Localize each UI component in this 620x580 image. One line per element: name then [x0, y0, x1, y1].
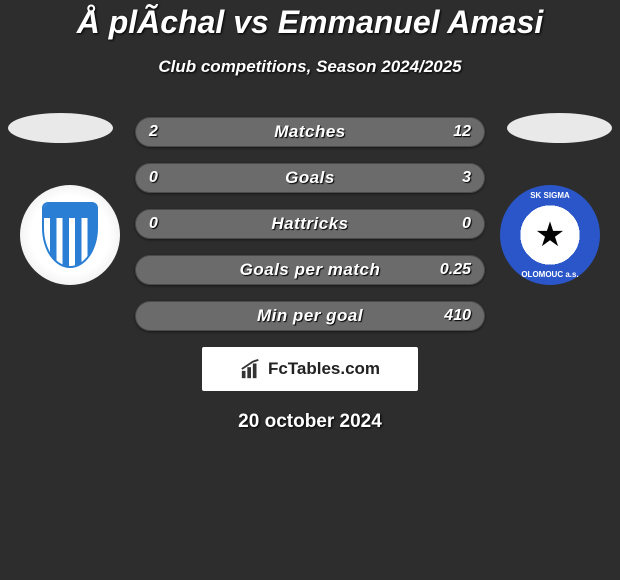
stat-right-value: 12	[453, 117, 471, 147]
page-subtitle: Club competitions, Season 2024/2025	[0, 57, 620, 77]
badge-ring-bottom: OLOMOUC a.s.	[500, 185, 600, 285]
bar-chart-icon	[240, 358, 262, 380]
stat-label: Hattricks	[135, 209, 485, 239]
stat-right-value: 3	[462, 163, 471, 193]
stat-label: Min per goal	[135, 301, 485, 331]
shield-icon	[42, 202, 98, 268]
stat-label: Goals	[135, 163, 485, 193]
brand-label: FcTables.com	[268, 359, 380, 379]
stat-right-value: 410	[444, 301, 471, 331]
stat-row: 2 Matches 12	[135, 117, 485, 147]
brand-box[interactable]: FcTables.com	[202, 347, 418, 391]
stat-row: 0 Hattricks 0	[135, 209, 485, 239]
stat-right-value: 0.25	[440, 255, 471, 285]
team-badge-right: ★ SK SIGMA OLOMOUC a.s.	[500, 185, 600, 285]
team-badge-left	[20, 185, 120, 285]
stat-right-value: 0	[462, 209, 471, 239]
stat-row: Goals per match 0.25	[135, 255, 485, 285]
stat-row: 0 Goals 3	[135, 163, 485, 193]
page-title: Å plÃ­chal vs Emmanuel Amasi	[0, 0, 620, 41]
date-label: 20 october 2024	[0, 411, 620, 433]
flag-right-icon	[507, 113, 612, 143]
stat-label: Goals per match	[135, 255, 485, 285]
comparison-panel: ★ SK SIGMA OLOMOUC a.s. 2 Matches 12 0 G…	[0, 113, 620, 433]
stat-bars: 2 Matches 12 0 Goals 3 0 Hattricks 0 Goa…	[135, 113, 485, 331]
stat-row: Min per goal 410	[135, 301, 485, 331]
flag-left-icon	[8, 113, 113, 143]
stat-label: Matches	[135, 117, 485, 147]
